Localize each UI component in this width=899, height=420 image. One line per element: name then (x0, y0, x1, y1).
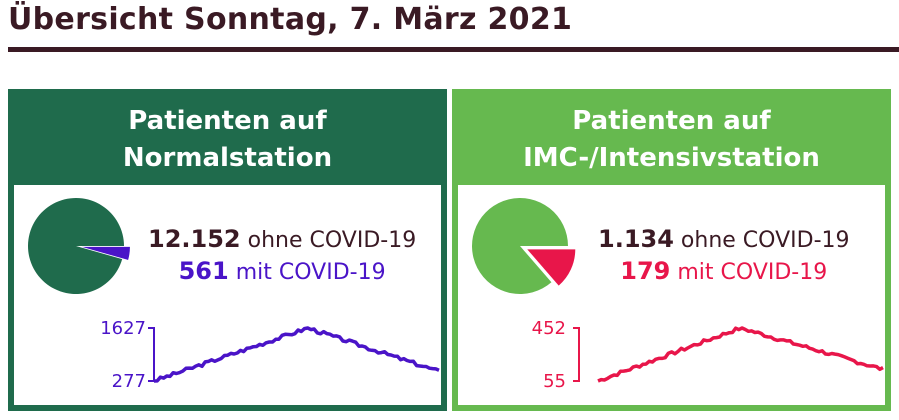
pie-chart (472, 198, 576, 294)
card-title: Patienten auf Normalstation (8, 103, 447, 177)
sparkline-min-label: 55 (543, 371, 566, 392)
stat-with-covid: 179 mit COVID-19 (598, 256, 850, 288)
sparkline-axis-bracket (573, 327, 580, 382)
sparkline-chart (148, 326, 440, 383)
stats-block: 1.134 ohne COVID-19 179 mit COVID-19 (598, 224, 850, 288)
sparkline-line (597, 326, 884, 383)
pie-slice-without-covid (28, 198, 124, 294)
sparkline-line (153, 326, 440, 383)
page-title: Übersicht Sonntag, 7. März 2021 (8, 2, 573, 37)
value-with-covid: 561 (178, 257, 229, 285)
card-title-line1: Patienten auf (128, 106, 327, 136)
card-title-line2: Normalstation (122, 143, 333, 173)
title-underline (8, 47, 899, 52)
label-with-covid: mit COVID-19 (235, 260, 386, 285)
stat-without-covid: 12.152 ohne COVID-19 (148, 224, 416, 256)
sparkline-max-label: 1627 (100, 318, 146, 339)
value-without-covid: 1.134 (598, 225, 674, 253)
card-title: Patienten auf IMC-/Intensivstation (452, 103, 891, 177)
value-without-covid: 12.152 (148, 225, 241, 253)
label-without-covid: ohne COVID-19 (247, 228, 417, 253)
stats-block: 12.152 ohne COVID-19 561 mit COVID-19 (148, 224, 416, 288)
stat-with-covid: 561 mit COVID-19 (148, 256, 416, 288)
card-panel: 12.152 ohne COVID-19 561 mit COVID-19 16… (14, 185, 441, 405)
card-normal-ward: Patienten auf Normalstation 12.152 ohne … (8, 89, 447, 411)
pie-chart (28, 198, 130, 294)
card-panel: 1.134 ohne COVID-19 179 mit COVID-19 452… (458, 185, 885, 405)
value-with-covid: 179 (620, 257, 671, 285)
sparkline-max-label: 452 (531, 318, 566, 339)
label-without-covid: ohne COVID-19 (680, 228, 850, 253)
pie-slice-with-covid (81, 246, 130, 260)
pie-slice-without-covid (472, 198, 568, 294)
pie-slice-with-covid (527, 249, 576, 286)
label-with-covid: mit COVID-19 (677, 260, 828, 285)
card-title-line2: IMC-/Intensivstation (523, 143, 820, 173)
sparkline-chart (573, 326, 884, 383)
card-title-line1: Patienten auf (572, 106, 771, 136)
card-intensive-care: Patienten auf IMC-/Intensivstation 1.134… (452, 89, 891, 411)
sparkline-axis-bracket (148, 327, 155, 382)
sparkline-min-label: 277 (111, 371, 146, 392)
stat-without-covid: 1.134 ohne COVID-19 (598, 224, 850, 256)
